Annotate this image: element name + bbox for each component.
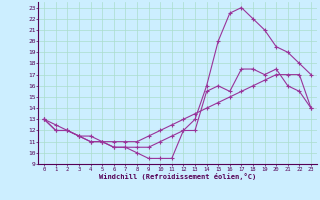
X-axis label: Windchill (Refroidissement éolien,°C): Windchill (Refroidissement éolien,°C) — [99, 173, 256, 180]
